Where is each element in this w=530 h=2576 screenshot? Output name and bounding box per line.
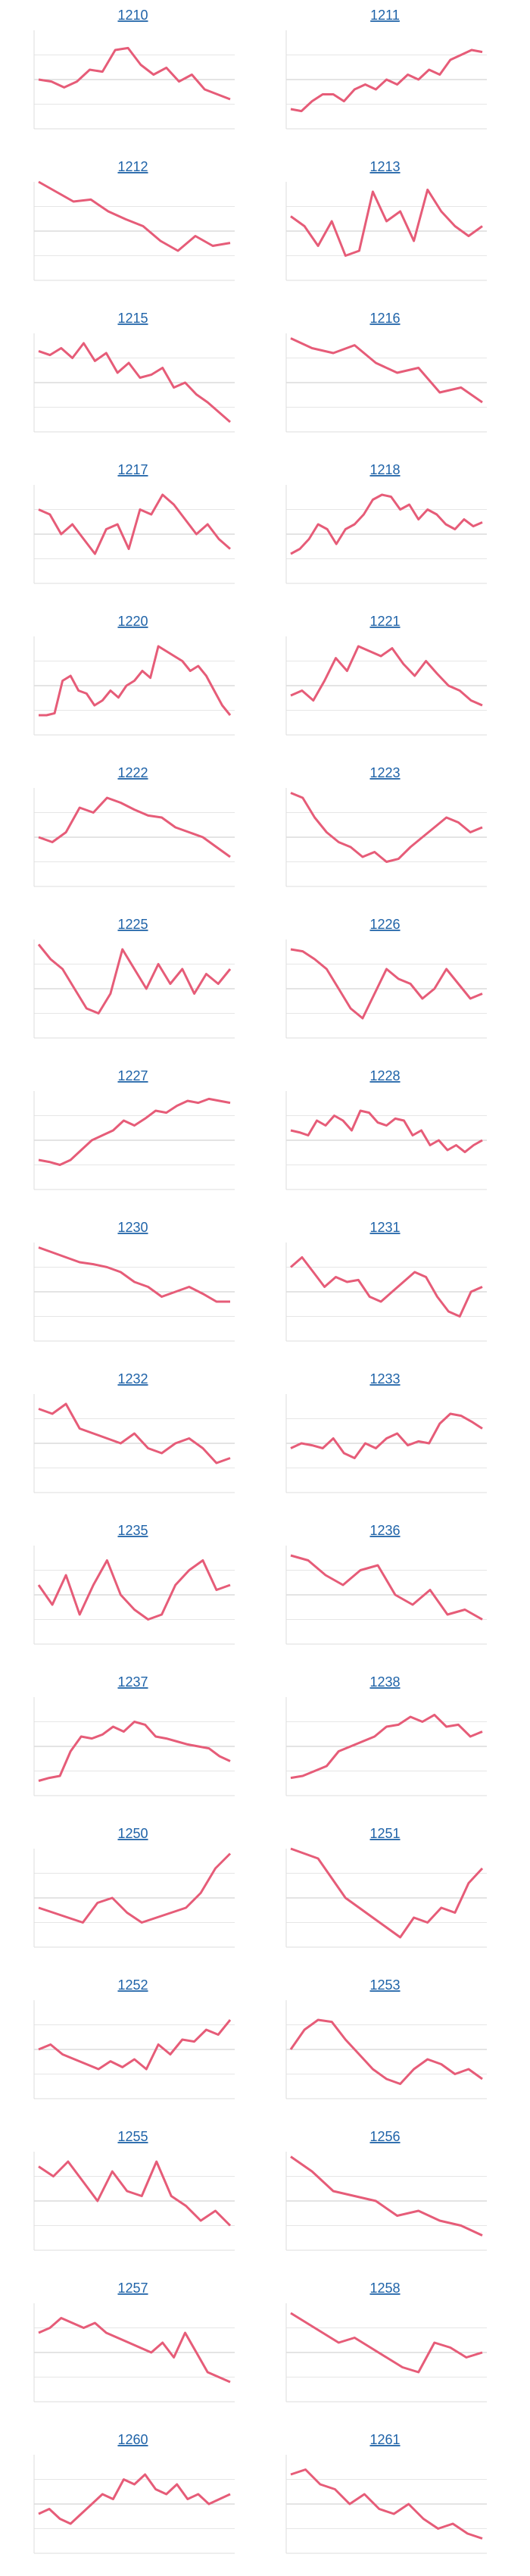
stock-link[interactable]: 1250 <box>117 1826 148 1841</box>
stock-link[interactable]: 1225 <box>117 917 148 932</box>
stock-link[interactable]: 1235 <box>117 1523 148 1538</box>
price-line <box>290 1847 484 1939</box>
price-line <box>38 1852 232 1924</box>
stock-link[interactable]: 1227 <box>117 1068 148 1083</box>
stock-link[interactable]: 1210 <box>117 8 148 23</box>
stock-link[interactable]: 1260 <box>117 2432 148 2447</box>
price-line <box>38 1721 231 1782</box>
price-line <box>38 2019 232 2071</box>
stock-link[interactable]: 1258 <box>369 2281 400 2296</box>
stock-link[interactable]: 1252 <box>117 1977 148 1993</box>
stock-link[interactable]: 1257 <box>117 2281 148 2296</box>
stock-link[interactable]: 1251 <box>369 1826 400 1841</box>
price-line <box>290 48 483 113</box>
stock-link[interactable]: 1213 <box>369 159 400 174</box>
price-line <box>290 645 483 707</box>
stock-link[interactable]: 1228 <box>369 1068 400 1083</box>
price-line <box>38 1402 231 1465</box>
price-line <box>38 2317 231 2384</box>
stock-link[interactable]: 1261 <box>369 2432 400 2447</box>
stock-link[interactable]: 1220 <box>117 614 148 629</box>
stock-link[interactable]: 1233 <box>369 1371 400 1386</box>
price-line <box>290 493 483 555</box>
stock-link[interactable]: 1256 <box>369 2129 400 2144</box>
stock-link[interactable]: 1237 <box>117 1674 148 1690</box>
price-line <box>290 1713 483 1780</box>
stock-link[interactable]: 1232 <box>117 1371 148 1386</box>
price-line <box>38 342 231 424</box>
stock-link[interactable]: 1253 <box>369 1977 400 1993</box>
stock-link[interactable]: 1230 <box>117 1220 148 1235</box>
price-line <box>37 943 232 1014</box>
price-line <box>290 1109 483 1154</box>
stock-link[interactable]: 1223 <box>369 765 400 780</box>
stock-link[interactable]: 1216 <box>369 311 400 326</box>
price-line <box>290 1554 483 1621</box>
stock-link[interactable]: 1211 <box>370 8 400 23</box>
stock-link[interactable]: 1212 <box>117 159 148 174</box>
price-line <box>38 2473 231 2525</box>
price-line <box>290 1412 483 1459</box>
price-line <box>39 645 232 717</box>
stock-link[interactable]: 1238 <box>369 1674 400 1690</box>
stock-link[interactable]: 1231 <box>369 1220 400 1235</box>
stock-link[interactable]: 1222 <box>117 765 148 780</box>
price-line <box>290 2312 483 2374</box>
price-line <box>290 2156 483 2237</box>
price-line <box>290 948 483 1020</box>
stock-link[interactable]: 1217 <box>117 462 148 477</box>
price-line <box>290 792 483 863</box>
price-line <box>38 2160 232 2227</box>
price-line <box>37 1559 231 1621</box>
price-line <box>38 1246 230 1303</box>
stock-link[interactable]: 1226 <box>369 917 400 932</box>
price-line <box>290 2468 483 2540</box>
price-line <box>290 1256 483 1318</box>
stock-link[interactable]: 1255 <box>117 2129 148 2144</box>
price-line <box>38 46 231 101</box>
price-line <box>290 337 483 404</box>
price-line <box>38 796 231 858</box>
price-line <box>290 188 483 257</box>
stock-link[interactable]: 1215 <box>117 311 148 326</box>
price-line <box>38 180 231 252</box>
price-line <box>289 2018 483 2085</box>
stock-link[interactable]: 1218 <box>369 462 400 477</box>
stock-link[interactable]: 1236 <box>369 1523 400 1538</box>
price-line <box>38 493 231 555</box>
price-line <box>38 1097 231 1166</box>
stock-link[interactable]: 1221 <box>369 614 400 629</box>
